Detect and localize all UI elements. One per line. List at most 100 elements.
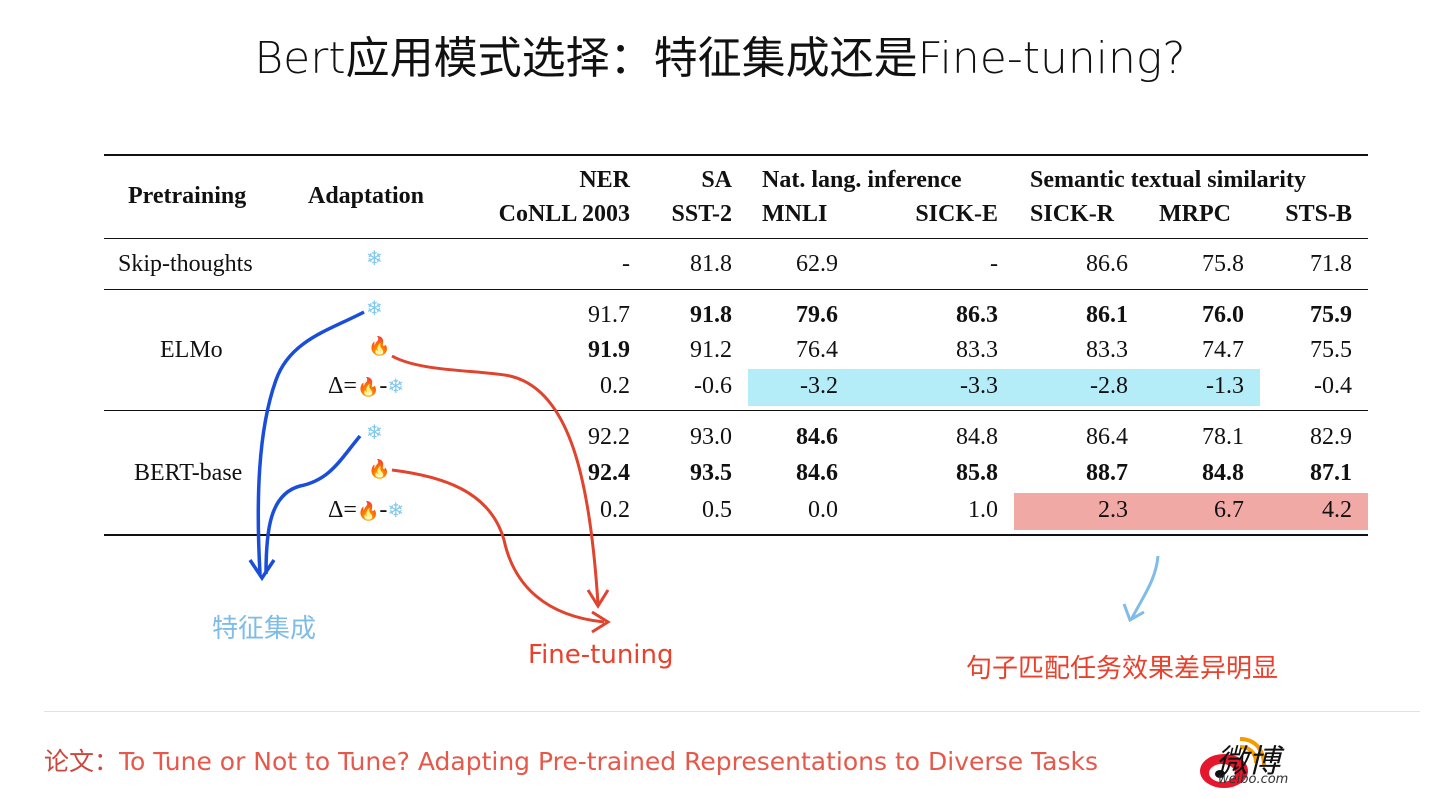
elmo-delta-highlight xyxy=(748,369,1260,406)
row-skip-thoughts-label: Skip-thoughts xyxy=(118,251,253,277)
skip-rule xyxy=(104,289,1368,290)
cell-bert-1-mnli: 84.6 xyxy=(796,460,838,486)
header-adaptation: Adaptation xyxy=(308,183,425,209)
header-sts-b: STS-B xyxy=(1285,201,1352,227)
weibo-domain: weibo.com xyxy=(1218,772,1289,787)
red-arrowhead-bert xyxy=(591,610,611,634)
bert-delta-label: Δ=🔥-❄ xyxy=(328,497,405,523)
cell-bert-2-mnli: 0.0 xyxy=(808,497,838,523)
header-sick-e: SICK-E xyxy=(915,201,998,227)
cell-skip-ner: - xyxy=(622,251,630,277)
snowflake-icon: ❄ xyxy=(387,374,405,398)
cell-skip-sts-b: 71.8 xyxy=(1310,251,1352,277)
top-rule xyxy=(104,154,1368,156)
fire-icon: 🔥 xyxy=(368,336,391,357)
cell-bert-2-sick-r: 2.3 xyxy=(1098,497,1128,523)
snowflake-icon: ❄ xyxy=(366,246,383,270)
snowflake-icon: ❄ xyxy=(366,420,383,444)
header-conll: CoNLL 2003 xyxy=(498,201,630,227)
blue-arrow-elmo xyxy=(256,310,365,575)
cell-bert-1-sst2: 93.5 xyxy=(690,460,732,486)
blue-arrowhead xyxy=(248,559,276,582)
header-rule xyxy=(104,238,1368,239)
fire-icon: 🔥 xyxy=(356,501,380,522)
elmo-delta-label: Δ=🔥-❄ xyxy=(328,373,405,399)
header-ner: NER xyxy=(579,167,630,193)
results-table: Pretraining Adaptation NER CoNLL 2003 SA… xyxy=(104,154,1368,536)
cell-elmo-2-ner: 0.2 xyxy=(600,373,630,399)
header-mrpc: MRPC xyxy=(1159,201,1231,227)
bottom-rule xyxy=(104,534,1368,536)
cell-bert-1-sick-e: 85.8 xyxy=(956,460,998,486)
cell-bert-0-mrpc: 78.1 xyxy=(1202,424,1244,450)
cell-bert-2-sst2: 0.5 xyxy=(702,497,732,523)
blue-arrow-bert xyxy=(264,434,362,575)
bert-delta-highlight xyxy=(1014,493,1368,530)
header-sa: SA xyxy=(701,167,732,193)
snowflake-icon: ❄ xyxy=(366,296,383,320)
cell-elmo-2-sts-b: -0.4 xyxy=(1314,373,1352,399)
red-arrow-elmo xyxy=(391,354,600,605)
cell-elmo-0-ner: 91.7 xyxy=(588,302,630,328)
cell-elmo-0-sick-r: 86.1 xyxy=(1086,302,1128,328)
fire-icon: 🔥 xyxy=(368,459,391,480)
cell-bert-0-mnli: 84.6 xyxy=(796,424,838,450)
cell-bert-1-mrpc: 84.8 xyxy=(1202,460,1244,486)
header-sst2: SST-2 xyxy=(671,201,733,227)
red-arrowhead-elmo xyxy=(586,589,610,609)
paper-prefix: 论文： xyxy=(44,747,120,776)
cell-bert-2-sick-e: 1.0 xyxy=(968,497,998,523)
cell-elmo-2-sick-r: -2.8 xyxy=(1090,373,1128,399)
footer-divider xyxy=(44,711,1420,712)
cell-bert-0-ner: 92.2 xyxy=(588,424,630,450)
light-blue-arrow xyxy=(1130,555,1160,619)
paper-title: To Tune or Not to Tune? Adapting Pre-tra… xyxy=(119,747,1098,776)
weibo-brand: 微博 xyxy=(1216,742,1281,780)
cell-bert-2-ner: 0.2 xyxy=(600,497,630,523)
header-sick-r: SICK-R xyxy=(1030,201,1115,227)
cell-elmo-1-mrpc: 74.7 xyxy=(1202,337,1244,363)
elmo-rule xyxy=(104,410,1368,411)
header-mnli: MNLI xyxy=(762,201,828,227)
cell-elmo-2-mnli: -3.2 xyxy=(800,373,838,399)
header-sts-group: Semantic textual similarity xyxy=(1030,167,1306,193)
cell-elmo-2-sst2: -0.6 xyxy=(694,373,732,399)
cell-skip-sick-r: 86.6 xyxy=(1086,251,1128,277)
row-elmo-label: ELMo xyxy=(160,337,223,363)
cell-elmo-1-mnli: 76.4 xyxy=(796,337,838,363)
fire-icon: 🔥 xyxy=(356,377,380,398)
cell-elmo-1-sst2: 91.2 xyxy=(690,337,732,363)
cell-bert-0-sst2: 93.0 xyxy=(690,424,732,450)
cell-bert-1-sts-b: 87.1 xyxy=(1310,460,1352,486)
header-pretraining: Pretraining xyxy=(128,183,247,209)
cell-elmo-0-mrpc: 76.0 xyxy=(1202,302,1244,328)
cell-elmo-0-sst2: 91.8 xyxy=(690,302,732,328)
cell-bert-2-mrpc: 6.7 xyxy=(1214,497,1244,523)
cell-bert-2-sts-b: 4.2 xyxy=(1322,497,1352,523)
paper-citation: 论文：To Tune or Not to Tune? Adapting Pre-… xyxy=(44,742,1098,778)
cell-elmo-2-mrpc: -1.3 xyxy=(1206,373,1244,399)
fine-tuning-label: Fine-tuning xyxy=(528,640,674,670)
cell-bert-1-ner: 92.4 xyxy=(588,460,630,486)
cell-elmo-1-ner: 91.9 xyxy=(588,337,630,363)
cell-elmo-0-sick-e: 86.3 xyxy=(956,302,998,328)
cell-bert-0-sts-b: 82.9 xyxy=(1310,424,1352,450)
cell-bert-0-sick-r: 86.4 xyxy=(1086,424,1128,450)
header-nli-group: Nat. lang. inference xyxy=(762,167,962,193)
sentence-matching-note: 句子匹配任务效果差异明显 xyxy=(966,654,1279,684)
cell-skip-sst2: 81.8 xyxy=(690,251,732,277)
cell-elmo-0-sts-b: 75.9 xyxy=(1310,302,1352,328)
cell-skip-mnli: 62.9 xyxy=(796,251,838,277)
cell-elmo-1-sick-r: 83.3 xyxy=(1086,337,1128,363)
cell-elmo-1-sick-e: 83.3 xyxy=(956,337,998,363)
snowflake-icon: ❄ xyxy=(387,498,405,522)
feature-integration-label: 特征集成 xyxy=(212,614,317,644)
light-blue-arrowhead xyxy=(1122,603,1145,623)
page-title: Bert应用模式选择：特征集成还是Fine-tuning? xyxy=(254,33,1186,84)
weibo-logo-icon xyxy=(1200,737,1266,788)
cell-elmo-1-sts-b: 75.5 xyxy=(1310,337,1352,363)
row-bert-label: BERT-base xyxy=(134,460,243,486)
red-arrow-bert xyxy=(391,468,605,624)
cell-skip-sick-e: - xyxy=(990,251,998,277)
